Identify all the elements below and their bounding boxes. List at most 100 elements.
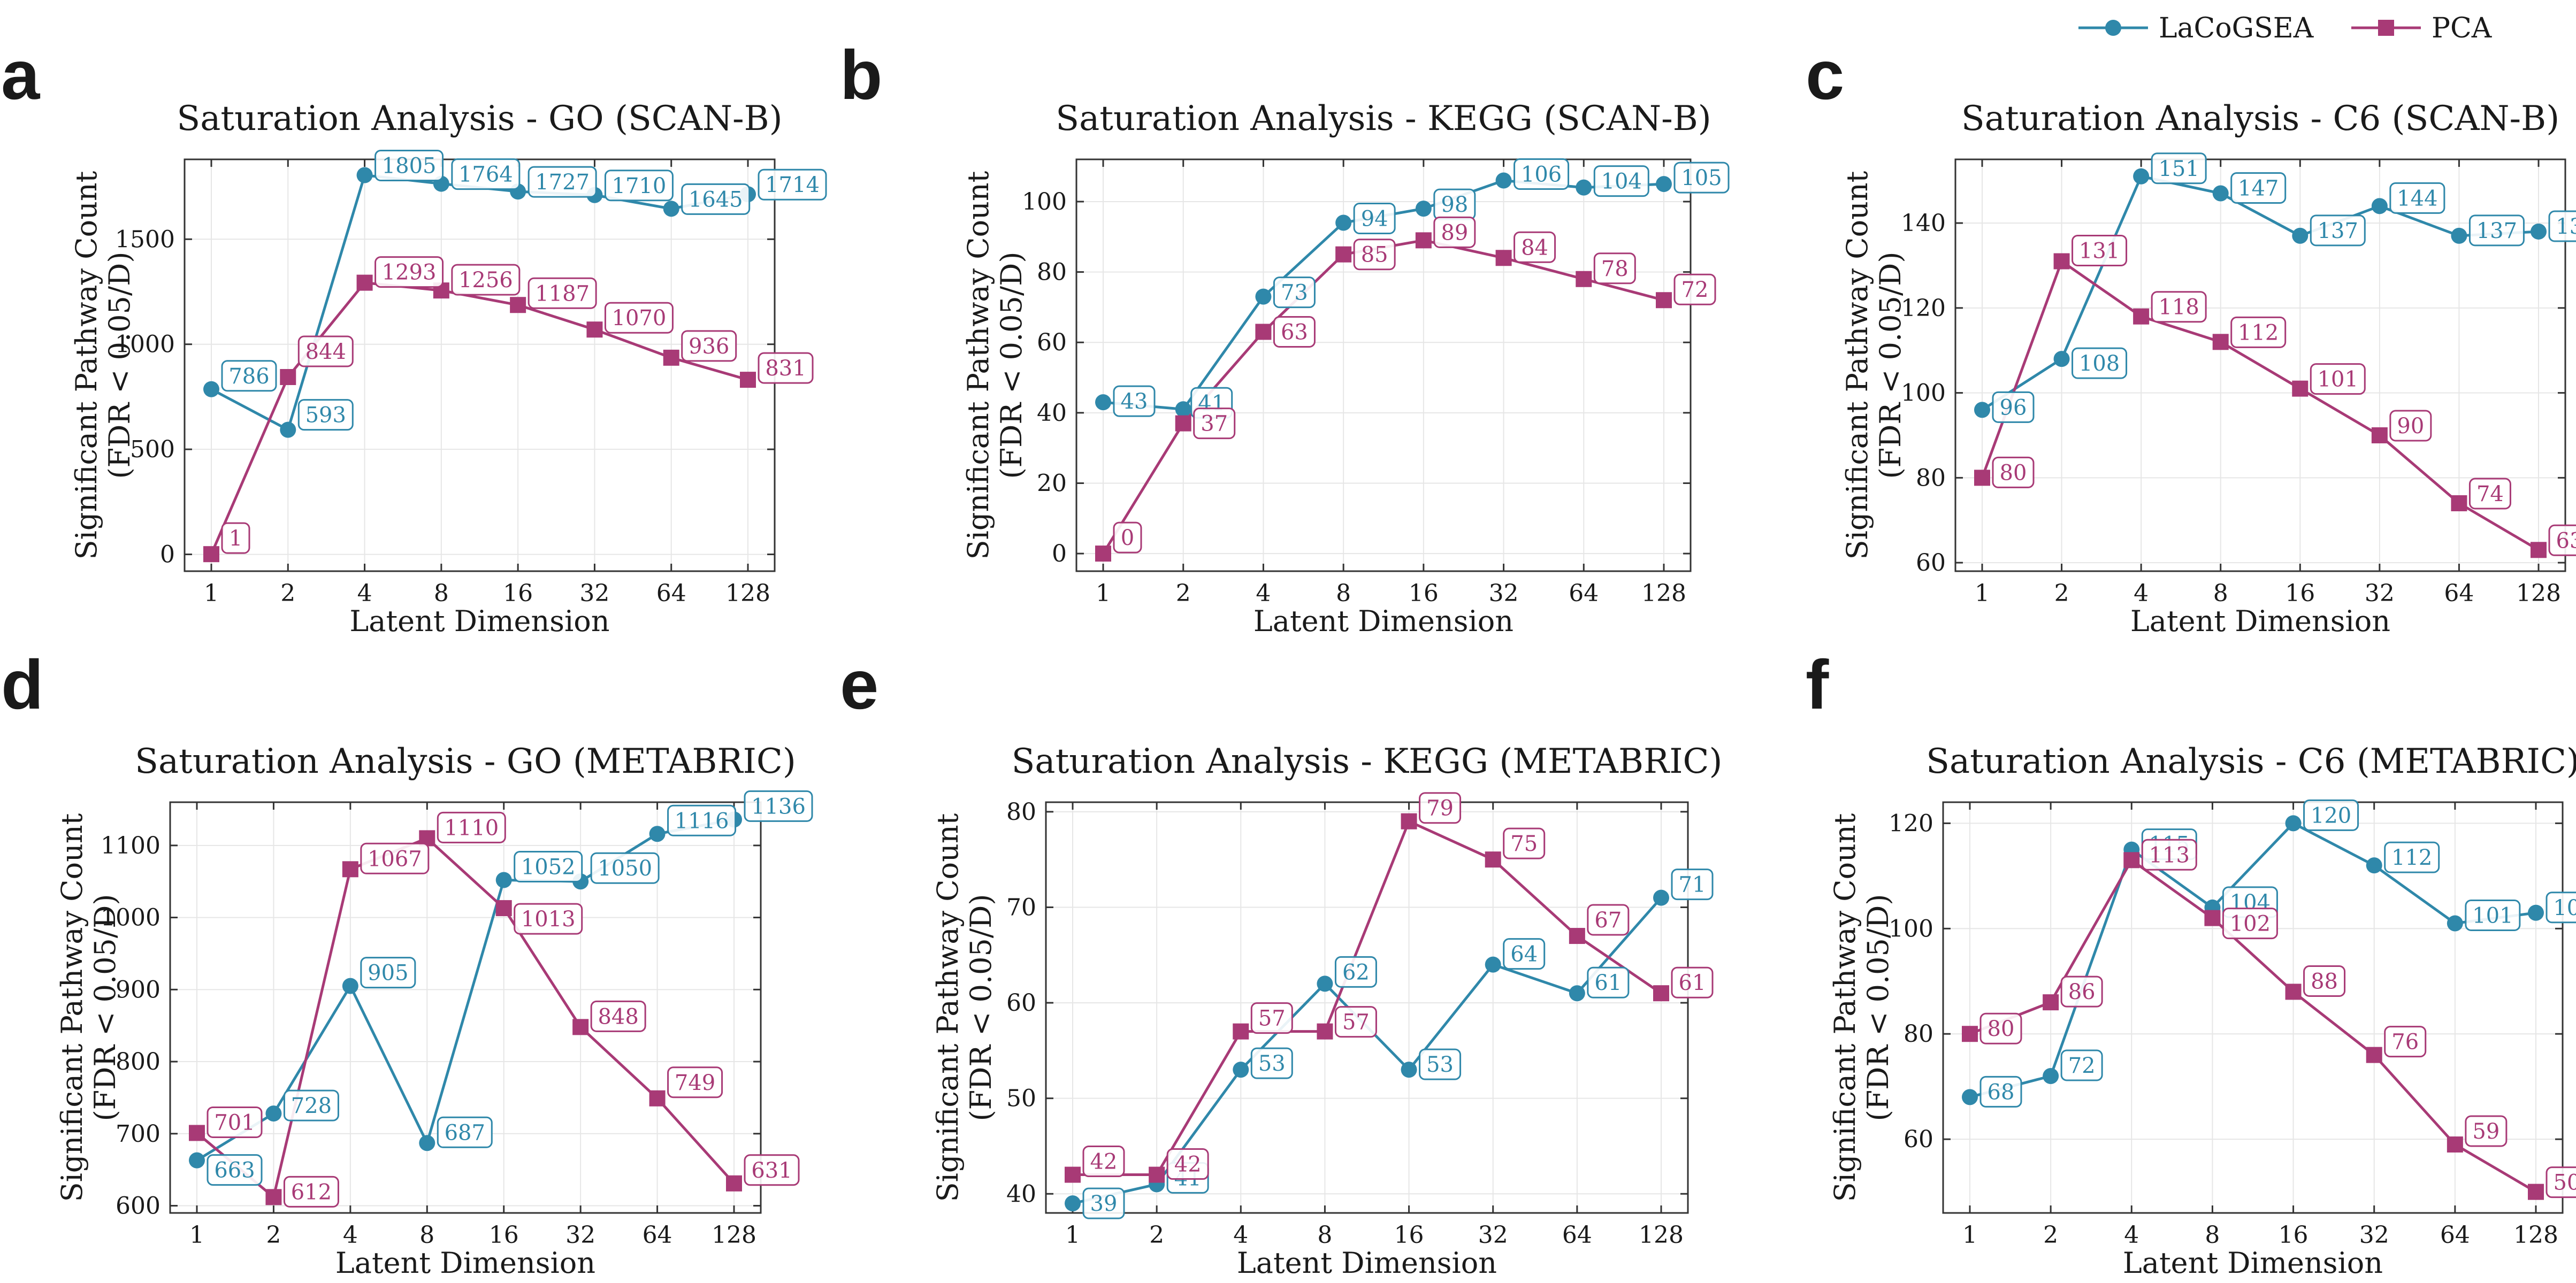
legend-marker	[2378, 20, 2394, 36]
data-label-text: 104	[1601, 170, 1642, 194]
x-tick-label: 8	[434, 580, 449, 607]
data-label-text: 74	[2476, 482, 2504, 506]
x-tick-label: 1	[1096, 580, 1111, 607]
data-label-box	[2151, 152, 2207, 185]
y-tick-label: 40	[1037, 400, 1067, 427]
data-label: 1013	[514, 903, 583, 935]
data-label-box	[590, 1000, 646, 1032]
y-axis-label-line2: (FDR < 0.05/D)	[995, 252, 1028, 479]
data-label-text: 1710	[612, 174, 667, 198]
pca-point	[2204, 910, 2221, 926]
x-tick-label: 4	[343, 1221, 358, 1249]
lacogsea-point	[1095, 394, 1111, 411]
x-tick-label: 16	[2285, 580, 2315, 607]
data-label-box	[283, 1089, 339, 1121]
data-label-box	[2389, 410, 2432, 442]
y-tick-label: 0	[160, 541, 175, 568]
data-label: 53	[1250, 1047, 1293, 1079]
data-label-box	[2230, 316, 2287, 348]
data-label-box	[1334, 1006, 1377, 1038]
lacogsea-point	[1401, 1062, 1417, 1078]
data-label-text: 112	[2391, 846, 2432, 870]
data-label: 94	[1353, 202, 1396, 234]
data-label-text: 37	[1201, 412, 1228, 436]
data-label-text: 1	[229, 526, 242, 551]
data-label-box	[2303, 965, 2346, 997]
lacogsea-point	[1065, 1195, 1081, 1212]
data-label-box	[2310, 214, 2366, 247]
data-label: 848	[590, 1000, 646, 1032]
lacogsea-point	[2366, 857, 2382, 874]
data-label-box	[1503, 827, 1546, 859]
data-label-text: 102	[2230, 912, 2271, 936]
data-label-text: 79	[1426, 796, 1454, 821]
x-tick-label: 16	[503, 580, 533, 607]
lacogsea-point	[2133, 168, 2150, 185]
plot-frame	[1942, 801, 2564, 1214]
data-label-text: 1187	[535, 281, 590, 306]
y-axis-label-line1: Significant Pathway Count	[1840, 171, 1874, 559]
data-label-box	[2548, 210, 2576, 242]
data-label-text: 50	[2554, 1171, 2576, 1195]
pca-point	[586, 321, 603, 338]
data-label-box	[1979, 1075, 2022, 1108]
data-label-text: 53	[1426, 1052, 1454, 1077]
x-tick-label: 1	[189, 1221, 204, 1249]
lacogsea-point	[203, 381, 219, 397]
chart-title: Saturation Analysis - GO (METABRIC)	[135, 742, 796, 781]
data-label: 112	[2384, 841, 2440, 873]
legend-label: PCA	[2432, 12, 2493, 44]
data-label-text: 593	[305, 403, 346, 428]
data-label: 1645	[681, 183, 751, 215]
data-label-text: 1645	[689, 187, 743, 212]
data-label: 75	[1503, 827, 1546, 859]
x-axis-label: Latent Dimension	[1237, 1246, 1497, 1280]
data-label-box	[1992, 391, 2035, 423]
data-label-box	[297, 335, 354, 367]
panel-letter: f	[1806, 646, 1829, 724]
lacogsea-point	[1415, 201, 1432, 217]
data-label: 108	[2071, 347, 2128, 379]
data-label: 102	[2222, 908, 2278, 940]
data-label-box	[2468, 214, 2525, 247]
data-label: 63	[1273, 316, 1316, 348]
data-label-box	[2310, 363, 2366, 395]
chart-panel-a: a Saturation Analysis - GO (SCAN-B) 0 500 10…	[1, 36, 827, 638]
x-tick-label: 2	[280, 580, 295, 607]
data-label-text: 103	[2553, 896, 2576, 920]
x-tick-label: 8	[419, 1221, 434, 1249]
x-tick-label: 64	[1569, 580, 1599, 607]
data-label: 68	[1979, 1075, 2022, 1108]
chart-title: Saturation Analysis - GO (SCAN-B)	[177, 99, 782, 139]
data-label: 78	[1593, 252, 1636, 285]
lacogsea-point	[265, 1105, 282, 1122]
y-axis-label: Significant Pathway Count(FDR < 0.05/D)	[1828, 813, 1895, 1202]
plot-frame	[1045, 801, 1689, 1214]
x-tick-label: 32	[579, 580, 609, 607]
data-label-text: 106	[1521, 162, 1562, 187]
data-label: 80	[1992, 456, 2035, 488]
lacogsea-point	[1656, 176, 1672, 193]
data-label: 1050	[590, 852, 660, 884]
data-label: 85	[1353, 239, 1396, 271]
data-label: 72	[2060, 1049, 2103, 1081]
data-label-box	[451, 264, 521, 296]
x-tick-label: 1	[1065, 1221, 1080, 1249]
y-axis-label-line1: Significant Pathway Count	[1828, 813, 1862, 1202]
data-label-text: 72	[2068, 1054, 2096, 1078]
y-tick-label: 100	[1022, 188, 1067, 216]
data-label-box	[744, 1154, 800, 1186]
y-tick-label: 700	[116, 1120, 160, 1148]
pca-point	[2133, 308, 2150, 325]
pca-point	[1175, 415, 1191, 432]
x-tick-label: 128	[1641, 580, 1686, 607]
x-axis-label: Latent Dimension	[335, 1246, 595, 1280]
y-tick-label: 60	[1006, 989, 1036, 1017]
data-label-text: 71	[1679, 873, 1706, 897]
data-label-box	[758, 168, 827, 201]
pca-point	[495, 900, 512, 917]
pca-point	[1233, 1023, 1249, 1040]
data-label: 1710	[604, 170, 674, 202]
pca-point	[1255, 324, 1272, 340]
x-tick-label: 16	[1409, 580, 1439, 607]
